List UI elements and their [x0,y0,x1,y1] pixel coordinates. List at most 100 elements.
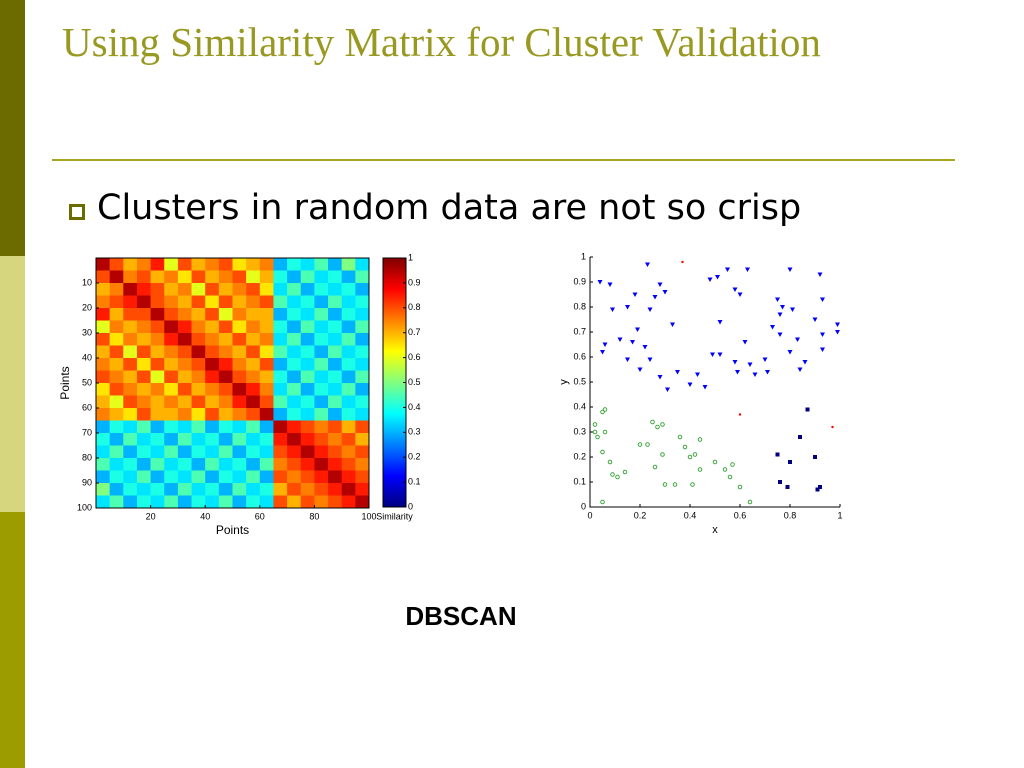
heatmap-cell [300,345,315,359]
y-tick-label: 0.6 [573,351,586,361]
heatmap-cell [246,370,261,384]
heatmap-cell [328,358,342,371]
point [607,282,613,287]
x-tick-label: 1 [837,510,842,520]
heatmap-cell [287,270,302,284]
heatmap-cell [205,370,220,384]
heatmap-cell [259,395,274,409]
heatmap-cell [109,283,124,296]
heatmap-cell [300,408,315,421]
y-tick-label: 0.1 [573,476,586,486]
heatmap-cell [259,320,274,334]
point [600,409,605,415]
heatmap-cell [96,258,110,271]
point [597,280,603,285]
heatmap-cell [314,445,329,459]
heatmap-cell [246,308,261,321]
point [775,452,780,457]
heatmap-cell [328,333,342,346]
heatmap-cell [136,458,151,471]
heatmap-cell [259,358,274,371]
y-tick-label: 50 [82,377,92,387]
point [715,275,720,280]
side-strip [0,0,25,256]
heatmap-cell [205,345,220,359]
point [610,307,615,312]
heatmap-cell [136,345,151,359]
heatmap-cell [164,445,179,459]
heatmap-cell [177,445,192,459]
heatmap-cell [123,270,138,284]
heatmap-cell [191,333,206,346]
heatmap-cell [177,258,192,271]
point [595,434,600,440]
point [687,454,693,460]
heatmap-cell [300,270,315,284]
heatmap-cell [246,283,261,296]
x-tick-label: 20 [146,511,156,521]
heatmap-cell [273,395,288,409]
heatmap-cell [341,495,356,509]
point [835,322,840,327]
heatmap-cell [300,308,315,321]
heatmap-cell [218,495,233,509]
heatmap-cell [355,433,370,446]
heatmap-cell [259,470,274,484]
heatmap-cell [109,420,124,434]
point [815,487,820,492]
heatmap-cell [136,295,151,309]
heatmap-cell [341,333,356,346]
point [665,387,670,392]
heatmap-cell [355,420,370,434]
point [602,407,608,412]
heatmap-cell [150,308,165,321]
heatmap-cell [191,433,206,446]
heatmap-cell [136,270,151,284]
heatmap-cell [259,295,274,309]
point [657,282,663,287]
y-axis-label: Points [58,366,72,399]
heatmap-cell [259,383,274,396]
point [813,455,817,459]
heatmap-cell [136,445,151,459]
heatmap-cell [123,320,138,334]
heatmap-cell [273,433,288,446]
heatmap-cell [150,370,165,384]
heatmap-cell [109,383,124,396]
heatmap-cell [300,370,315,384]
heatmap-cell [314,383,329,396]
point [742,340,748,345]
heatmap-cell [259,370,274,384]
heatmap-cell [300,433,315,446]
heatmap-cell [355,258,370,271]
colorbar-tick-label: 0.2 [408,452,421,462]
heatmap-cell [259,433,274,446]
heatmap-cell [218,483,233,496]
heatmap-cell [205,408,220,421]
heatmap-cell [191,283,206,296]
x-tick-label: 80 [309,511,319,521]
heatmap-cell [164,320,179,334]
heatmap-cell [355,333,370,346]
point [662,482,668,487]
heatmap-cell [205,295,220,309]
heatmap-cell [191,270,206,284]
point [820,347,825,352]
heatmap-cell [177,470,192,484]
heatmap-cell [150,458,165,471]
heatmap-cell [136,495,151,509]
heatmap-cell [328,283,342,296]
point [637,442,643,447]
heatmap-cell [355,283,370,296]
heatmap-cell [164,358,179,371]
heatmap-cell [232,395,247,409]
heatmap-cell [177,270,192,284]
x-tick-label: 60 [255,511,265,521]
heatmap-cell [177,370,192,384]
heatmap-cell [314,258,329,271]
y-tick-label: 20 [82,302,92,312]
heatmap-cell [232,308,247,321]
heatmap-cell [232,333,247,346]
heatmap-cell [232,320,247,334]
